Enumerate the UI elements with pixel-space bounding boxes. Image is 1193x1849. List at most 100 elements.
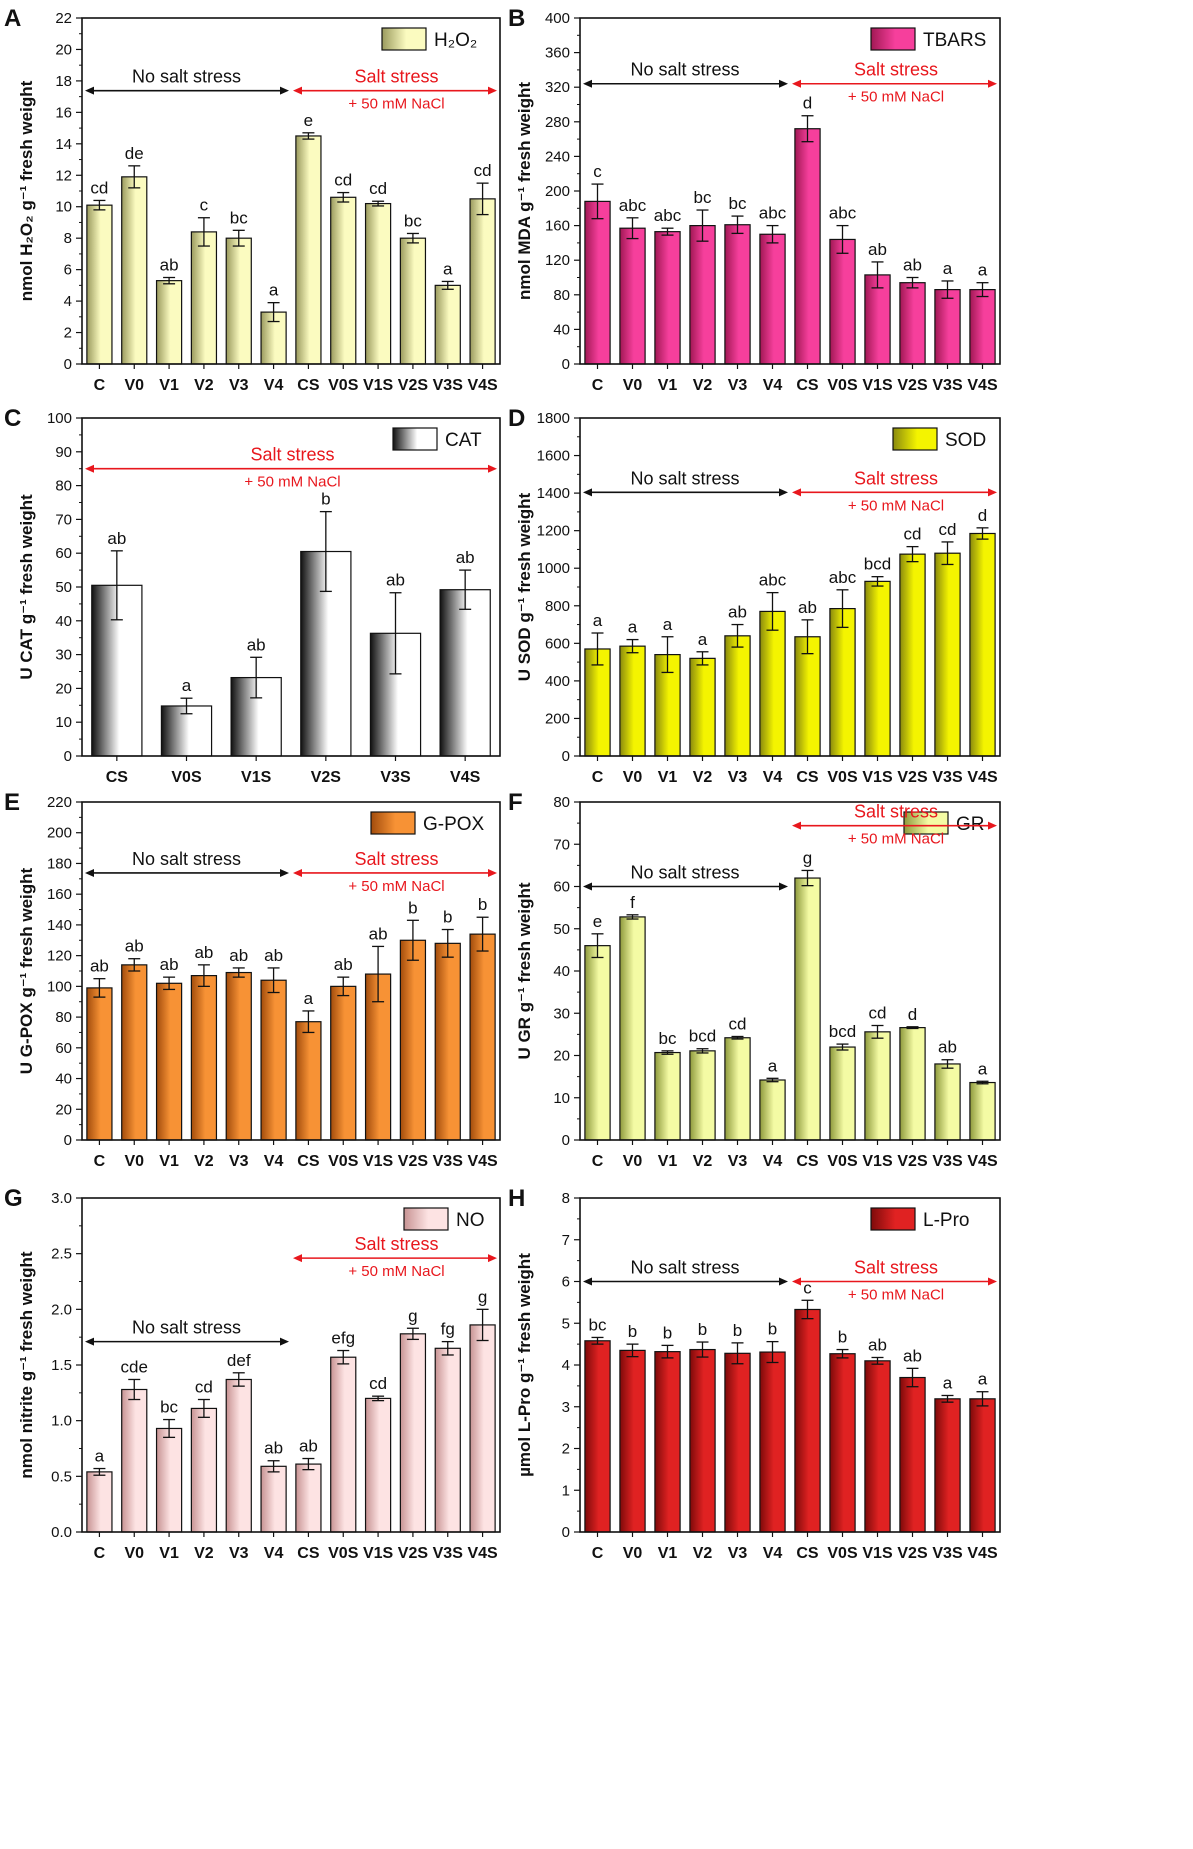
- significance-letter: a: [443, 259, 453, 278]
- y-tick-label: 8: [64, 230, 72, 247]
- significance-letter: ab: [264, 946, 283, 965]
- y-tick-label: 10: [55, 199, 72, 216]
- salt-label: Salt stress: [854, 468, 938, 488]
- salt-label: Salt stress: [854, 802, 938, 822]
- x-tick-label: V2: [693, 1545, 713, 1562]
- y-tick-label: 1600: [537, 448, 570, 465]
- x-tick-label: V0S: [328, 1153, 359, 1170]
- significance-letter: bc: [589, 1315, 607, 1334]
- significance-letter: cde: [121, 1357, 148, 1376]
- y-tick-label: 1.5: [51, 1357, 72, 1374]
- significance-letter: g: [478, 1287, 487, 1306]
- y-tick-label: 60: [553, 879, 570, 896]
- significance-letter: b: [443, 908, 452, 927]
- significance-letter: bcd: [689, 1027, 716, 1046]
- x-tick-label: V4S: [967, 1545, 998, 1562]
- significance-letter: bc: [230, 208, 248, 227]
- significance-letter: a: [698, 630, 708, 649]
- significance-letter: ab: [299, 1437, 318, 1456]
- no-salt-arrow-left-head: [583, 79, 592, 88]
- significance-letter: ab: [868, 240, 887, 259]
- x-tick-label: C: [592, 1545, 604, 1562]
- x-tick-label: C: [592, 377, 604, 394]
- panel-label: H: [508, 1185, 525, 1212]
- salt-arrow-left-head: [792, 488, 801, 497]
- bar-v0: [619, 645, 646, 757]
- bar-v0s: [829, 238, 856, 365]
- x-tick-label: V1: [159, 1153, 179, 1170]
- y-tick-label: 0: [64, 1132, 72, 1149]
- panel-label: C: [4, 405, 21, 432]
- x-tick-label: V1S: [363, 1545, 394, 1562]
- legend-label: NO: [456, 1210, 485, 1231]
- y-tick-label: 200: [47, 825, 72, 842]
- bar-v1s: [864, 580, 891, 757]
- y-tick-label: 2: [562, 1441, 570, 1458]
- significance-letter: cd: [369, 1374, 387, 1393]
- bar-v3: [225, 237, 252, 365]
- significance-letter: d: [908, 1005, 917, 1024]
- significance-letter: ab: [369, 924, 388, 943]
- x-tick-label: V2S: [398, 1545, 429, 1562]
- x-tick-label: V1S: [862, 377, 893, 394]
- no-salt-arrow-left-head: [583, 1277, 592, 1286]
- bar-v2s: [399, 939, 427, 1141]
- bar-v2: [190, 1407, 218, 1533]
- no-salt-label: No salt stress: [132, 1318, 241, 1338]
- y-tick-label: 80: [55, 1009, 72, 1026]
- salt-arrow-left-head: [792, 79, 801, 88]
- no-salt-label: No salt stress: [630, 1258, 739, 1278]
- bar-v3: [225, 1378, 252, 1533]
- y-tick-label: 20: [55, 680, 72, 697]
- bar-v2: [190, 975, 218, 1141]
- significance-letter: ab: [456, 548, 475, 567]
- x-tick-label: V4: [763, 1545, 783, 1562]
- legend-swatch: [870, 1207, 916, 1231]
- x-tick-label: V1S: [862, 769, 893, 786]
- x-tick-label: V2: [693, 377, 713, 394]
- y-tick-label: 2.0: [51, 1301, 72, 1318]
- x-tick-label: V1S: [862, 1545, 893, 1562]
- bar-v2: [689, 225, 716, 365]
- x-tick-label: V0: [124, 377, 144, 394]
- y-tick-label: 40: [55, 1071, 72, 1088]
- y-axis-label: U SOD g⁻¹ fresh weight: [515, 492, 534, 681]
- salt-arrow-left-head: [792, 821, 801, 830]
- x-tick-label: V4S: [467, 1545, 498, 1562]
- y-tick-label: 400: [545, 10, 570, 27]
- significance-letter: ab: [728, 603, 747, 622]
- bar-v2s: [899, 1376, 926, 1533]
- y-tick-label: 16: [55, 104, 72, 121]
- y-tick-label: 60: [55, 1040, 72, 1057]
- significance-letter: b: [408, 898, 417, 917]
- salt-arrow-left-head: [293, 868, 302, 877]
- salt-sublabel: + 50 mM NaCl: [348, 1263, 444, 1280]
- y-tick-label: 7: [562, 1232, 570, 1249]
- no-salt-arrow-left-head: [85, 1337, 94, 1346]
- significance-letter: bc: [659, 1029, 677, 1048]
- salt-sublabel: + 50 mM NaCl: [848, 831, 944, 848]
- x-tick-label: V3S: [932, 1153, 963, 1170]
- salt-arrow-right-head: [988, 821, 997, 830]
- significance-letter: ab: [903, 256, 922, 275]
- bar-c: [86, 987, 113, 1141]
- y-tick-label: 4: [562, 1357, 570, 1374]
- bar-v2: [689, 1348, 716, 1533]
- y-tick-label: 14: [55, 136, 72, 153]
- significance-letter: c: [803, 1278, 812, 1297]
- x-tick-label: V4S: [450, 769, 481, 786]
- bar-v1s: [864, 1360, 891, 1533]
- y-tick-label: 0: [562, 1524, 570, 1541]
- y-tick-label: 600: [545, 635, 570, 652]
- y-tick-label: 0: [562, 1132, 570, 1149]
- significance-letter: a: [182, 676, 192, 695]
- x-tick-label: V0: [124, 1545, 144, 1562]
- bar-v0s: [829, 607, 856, 757]
- x-tick-label: V2: [693, 1153, 713, 1170]
- significance-letter: c: [200, 196, 209, 215]
- y-tick-label: 120: [545, 252, 570, 269]
- significance-letter: a: [663, 615, 673, 634]
- bar-v4s: [439, 589, 491, 757]
- x-tick-label: V3S: [433, 1545, 464, 1562]
- legend-label: H₂O₂: [434, 30, 477, 51]
